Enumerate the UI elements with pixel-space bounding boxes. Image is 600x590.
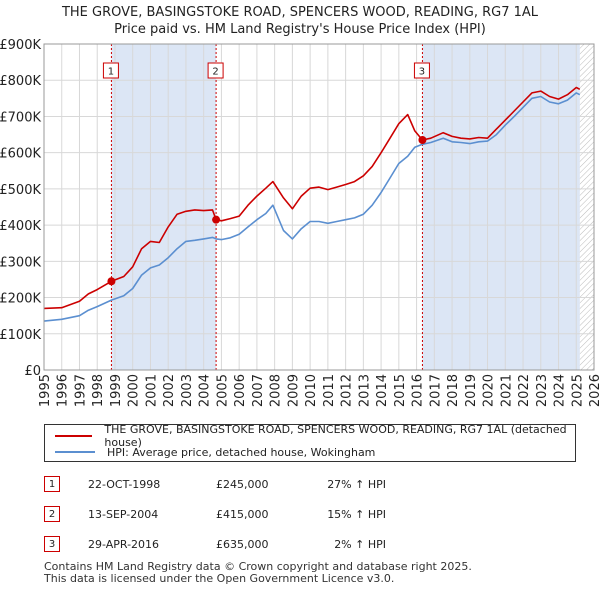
x-tick-label: 2007	[251, 374, 266, 407]
footer-licence: This data is licensed under the Open Gov…	[44, 572, 395, 585]
y-tick-label: £700K	[0, 110, 41, 125]
chart-title: THE GROVE, BASINGSTOKE ROAD, SPENCERS WO…	[0, 4, 600, 38]
x-tick-label: 2026	[588, 374, 600, 407]
hatched-forecast-region	[579, 44, 594, 370]
sale-number-box	[102, 62, 119, 79]
x-tick-label: 2008	[269, 374, 284, 407]
x-tick-label: 2016	[411, 374, 426, 407]
legend-item-property: THE GROVE, BASINGSTOKE ROAD, SPENCERS WO…	[55, 423, 575, 449]
x-tick-label: 2010	[304, 374, 319, 407]
title-line-1: THE GROVE, BASINGSTOKE ROAD, SPENCERS WO…	[61, 5, 539, 20]
sale-point	[418, 135, 427, 144]
y-tick-label: £500K	[0, 183, 41, 198]
y-tick-label: £300K	[0, 255, 41, 270]
sale-number-label: 3	[419, 67, 425, 78]
sale-row: 3 29-APR-2016 £635,000 2% ↑ HPI	[44, 536, 584, 554]
x-tick-label: 2024	[553, 374, 568, 407]
price-chart: £0 £100K £200K £300K £400K £500K £600K £700K £80…	[0, 38, 600, 407]
hpi-series-line	[43, 92, 581, 322]
sale-row: 1 22-OCT-1998 £245,000 27% ↑ HPI	[44, 476, 584, 494]
x-tick-label: 2015	[393, 374, 408, 407]
x-tick-label: 2017	[428, 374, 443, 407]
sale-number-badge: 2	[44, 506, 60, 522]
sale-date: 22-OCT-1998	[88, 478, 161, 491]
sale-price: £245,000	[216, 478, 269, 491]
x-tick-label: 2021	[499, 374, 514, 407]
sale-price: £635,000	[216, 538, 269, 551]
x-tick-label: 2003	[180, 374, 195, 407]
x-tick-label: 2025	[570, 374, 585, 407]
legend: THE GROVE, BASINGSTOKE ROAD, SPENCERS WO…	[44, 423, 576, 462]
sale-point	[107, 277, 116, 286]
sale-row: 2 13-SEP-2004 £415,000 15% ↑ HPI	[44, 506, 584, 524]
shaded-ownership-band	[111, 44, 217, 370]
y-tick-label: £800K	[0, 74, 41, 89]
sale-hpi-change: 15% ↑ HPI	[327, 508, 386, 521]
sale-date: 13-SEP-2004	[88, 508, 159, 521]
x-tick-label: 2014	[375, 374, 390, 407]
x-tick-label: 2006	[233, 374, 248, 407]
legend-swatch-property	[55, 435, 93, 437]
sale-date: 29-APR-2016	[88, 538, 160, 551]
legend-label-hpi: HPI: Average price, detached house, Woki…	[107, 445, 376, 459]
x-tick-label: 2019	[464, 374, 479, 407]
sale-number-badge: 3	[44, 536, 60, 552]
sale-hpi-change: 27% ↑ HPI	[327, 478, 386, 491]
footer-copyright: Contains HM Land Registry data © Crown c…	[44, 560, 472, 573]
x-tick-label: 2012	[340, 374, 355, 407]
shaded-ownership-band	[422, 44, 580, 370]
y-tick-label: £100K	[0, 328, 41, 343]
x-tick-label: 1996	[56, 374, 71, 407]
y-tick-label: £900K	[0, 38, 41, 53]
legend-swatch-hpi	[55, 451, 95, 453]
x-tick-label: 2000	[127, 374, 142, 407]
x-tick-label: 2001	[144, 374, 159, 407]
legend-item-hpi: HPI: Average price, detached house, Woki…	[55, 444, 375, 460]
x-tick-label: 1997	[73, 374, 88, 407]
y-tick-label: £600K	[0, 147, 41, 162]
x-tick-label: 2005	[215, 374, 230, 407]
sale-price: £415,000	[216, 508, 269, 521]
x-tick-label: 2023	[535, 374, 550, 407]
sale-number-badge: 1	[44, 476, 60, 492]
y-tick-label: £200K	[0, 292, 41, 307]
sale-hpi-change: 2% ↑ HPI	[334, 538, 386, 551]
footer: Contains HM Land Registry data © Crown c…	[44, 561, 472, 585]
plot-border	[43, 43, 595, 371]
sale-number-box	[413, 62, 430, 79]
y-tick-label: £0	[24, 364, 41, 379]
x-tick-label: 2018	[446, 374, 461, 407]
x-tick-label: 2022	[517, 374, 532, 407]
x-tick-label: 1995	[38, 374, 53, 407]
property-series-line	[43, 86, 581, 310]
x-tick-label: 2013	[357, 374, 372, 407]
sale-number-label: 2	[212, 67, 218, 78]
x-tick-label: 2020	[482, 374, 497, 407]
title-line-2: Price paid vs. HM Land Registry's House …	[114, 22, 486, 37]
x-tick-label: 1999	[109, 374, 124, 407]
sale-number-box	[207, 62, 224, 79]
y-tick-label: £400K	[0, 219, 41, 234]
x-tick-label: 1998	[91, 374, 106, 407]
x-tick-label: 2004	[198, 374, 213, 407]
legend-label-property: THE GROVE, BASINGSTOKE ROAD, SPENCERS WO…	[104, 423, 567, 449]
x-tick-label: 2002	[162, 374, 177, 407]
sale-number-label: 1	[108, 67, 114, 78]
x-tick-label: 2011	[322, 374, 337, 407]
x-tick-label: 2009	[286, 374, 301, 407]
sale-point	[212, 215, 221, 224]
